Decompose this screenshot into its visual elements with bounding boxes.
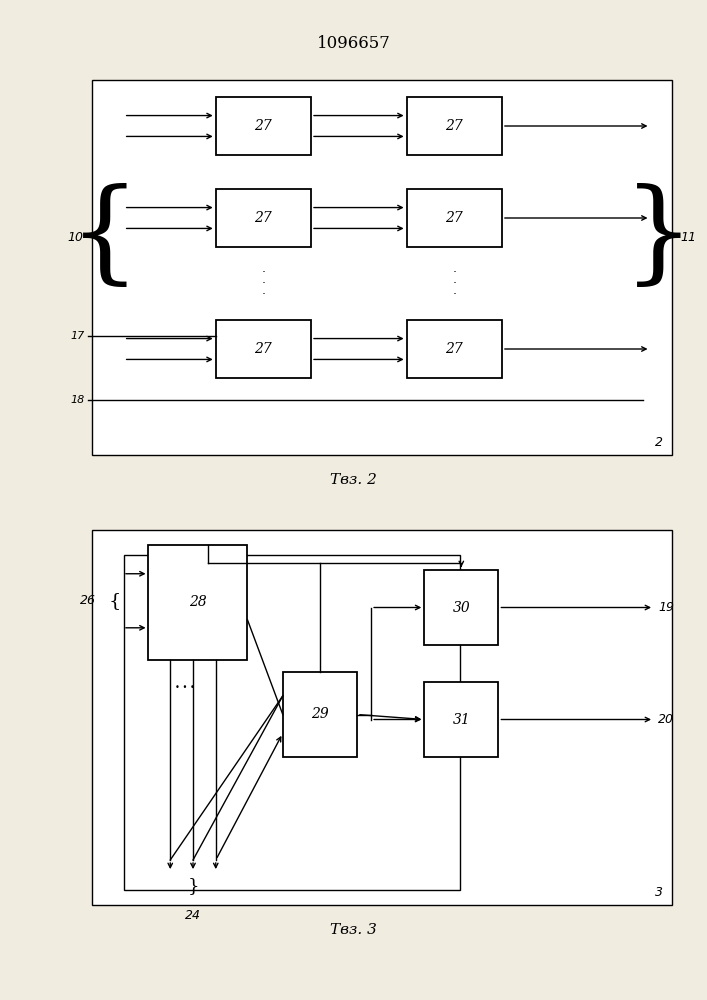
Bar: [407, 97, 502, 155]
Text: 28: 28: [189, 595, 207, 609]
Bar: [283, 672, 357, 757]
Text: 17: 17: [71, 331, 85, 341]
Text: 27: 27: [255, 211, 272, 225]
Text: 27: 27: [445, 211, 463, 225]
Text: • • •: • • •: [175, 684, 195, 692]
Bar: [407, 320, 502, 378]
Text: 27: 27: [255, 342, 272, 356]
Text: 1096657: 1096657: [317, 35, 390, 52]
Bar: [216, 97, 311, 155]
Text: 2: 2: [655, 436, 663, 449]
Text: 27: 27: [445, 342, 463, 356]
Text: {: {: [69, 183, 141, 292]
Bar: [92, 80, 672, 455]
Bar: [148, 545, 247, 660]
Text: 27: 27: [445, 119, 463, 133]
Text: 24: 24: [185, 909, 201, 922]
Text: ·
·
·: · · ·: [452, 266, 456, 301]
Text: 3: 3: [655, 886, 663, 899]
Text: ·
·
·: · · ·: [262, 266, 265, 301]
Text: 31: 31: [452, 712, 470, 726]
Text: 19: 19: [658, 601, 674, 614]
Text: Τвз. 2: Τвз. 2: [330, 473, 377, 487]
Text: 10: 10: [67, 231, 83, 244]
Text: 29: 29: [311, 708, 329, 722]
Text: }: }: [623, 183, 695, 292]
Text: 18: 18: [71, 395, 85, 405]
Text: }: }: [187, 877, 199, 895]
Text: 27: 27: [255, 119, 272, 133]
Bar: [216, 189, 311, 247]
Text: 30: 30: [452, 600, 470, 614]
Bar: [92, 530, 672, 905]
Bar: [424, 682, 498, 757]
Text: 26: 26: [80, 594, 95, 607]
Text: 20: 20: [658, 713, 674, 726]
Bar: [424, 570, 498, 645]
Text: 11: 11: [681, 231, 696, 244]
Bar: [124, 555, 460, 890]
Bar: [216, 320, 311, 378]
Text: {: {: [108, 592, 121, 610]
Text: Τвз. 3: Τвз. 3: [330, 923, 377, 937]
Bar: [407, 189, 502, 247]
